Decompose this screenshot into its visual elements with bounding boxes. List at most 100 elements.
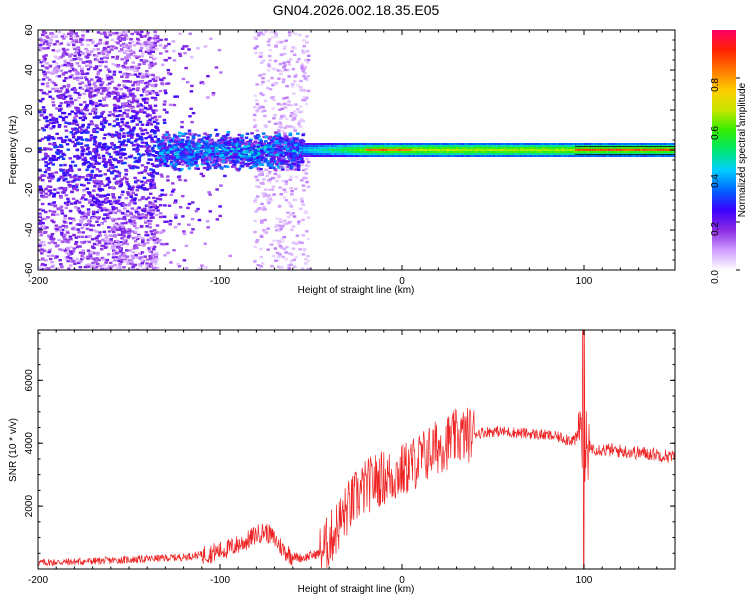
heatmap-band-cell bbox=[307, 153, 310, 155]
heatmap-cell bbox=[121, 148, 125, 151]
heatmap-cell bbox=[52, 142, 56, 146]
heatmap-cell bbox=[177, 168, 181, 171]
heatmap-cell bbox=[136, 184, 141, 188]
heatmap-cell bbox=[63, 125, 68, 128]
heatmap-cell bbox=[100, 203, 104, 206]
heatmap-cell bbox=[302, 176, 306, 180]
heatmap-cell bbox=[58, 225, 62, 229]
heatmap-cell bbox=[221, 156, 226, 160]
heatmap-band-cell bbox=[321, 149, 324, 151]
heatmap-cell bbox=[146, 172, 151, 175]
heatmap-band-cell bbox=[361, 153, 364, 155]
heatmap-cell bbox=[125, 180, 129, 184]
heatmap-band-cell bbox=[405, 151, 408, 153]
heatmap-cell bbox=[75, 183, 79, 186]
heatmap-cell bbox=[284, 160, 288, 163]
heatmap-cell bbox=[300, 241, 304, 245]
heatmap-cell bbox=[215, 188, 219, 191]
heatmap-cell bbox=[143, 255, 147, 258]
heatmap-cell bbox=[205, 162, 210, 166]
heatmap-cell bbox=[186, 146, 191, 150]
heatmap-band-cell bbox=[376, 155, 379, 157]
heatmap-band-cell bbox=[334, 145, 337, 147]
heatmap-cell bbox=[72, 175, 77, 178]
heatmap-band-cell bbox=[420, 155, 423, 157]
heatmap-cell bbox=[59, 150, 63, 153]
heatmap-cell bbox=[196, 207, 200, 211]
heatmap-cell bbox=[86, 257, 90, 260]
heatmap-band-cell bbox=[338, 145, 341, 147]
heatmap-cell bbox=[142, 97, 147, 101]
heatmap-cell bbox=[306, 75, 311, 78]
heatmap-cell bbox=[173, 225, 178, 229]
heatmap-band-cell bbox=[400, 147, 403, 149]
heatmap-band-cell bbox=[427, 147, 430, 149]
heatmap-cell bbox=[138, 33, 143, 36]
heatmap-cell bbox=[88, 112, 93, 116]
heatmap-cell bbox=[46, 43, 50, 46]
heatmap-cell bbox=[254, 51, 258, 55]
heatmap-cell bbox=[242, 147, 247, 150]
heatmap-cell bbox=[63, 63, 67, 67]
heatmap-cell bbox=[300, 160, 304, 164]
heatmap-cell bbox=[66, 32, 71, 36]
heatmap-cell bbox=[144, 73, 149, 76]
heatmap-cell bbox=[118, 95, 123, 98]
heatmap-cell bbox=[206, 74, 210, 78]
heatmap-cell bbox=[61, 54, 65, 58]
heatmap-band-cell bbox=[351, 145, 354, 147]
heatmap-cell bbox=[126, 54, 130, 58]
heatmap-cell bbox=[135, 100, 140, 103]
heatmap-cell bbox=[304, 164, 309, 167]
heatmap-cell bbox=[250, 162, 254, 165]
heatmap-cell bbox=[266, 142, 271, 145]
heatmap-cell bbox=[73, 88, 78, 92]
heatmap-cell bbox=[140, 138, 144, 141]
heatmap-cell bbox=[274, 153, 278, 156]
heatmap-cell bbox=[260, 173, 264, 176]
heatmap-cell bbox=[224, 134, 228, 138]
heatmap-cell bbox=[52, 201, 56, 204]
heatmap-cell bbox=[303, 257, 308, 261]
heatmap-cell bbox=[102, 48, 106, 52]
heatmap-cell bbox=[162, 76, 166, 80]
heatmap-cell bbox=[105, 183, 110, 186]
heatmap-cell bbox=[301, 140, 306, 143]
heatmap-cell bbox=[136, 166, 140, 169]
heatmap-cell bbox=[190, 201, 195, 204]
heatmap-cell bbox=[91, 129, 96, 132]
heatmap-band-cell bbox=[327, 147, 330, 149]
heatmap-cell bbox=[186, 136, 190, 139]
heatmap-band-cell bbox=[314, 153, 317, 155]
heatmap-cell bbox=[254, 99, 259, 102]
heatmap-cell bbox=[106, 200, 111, 203]
heatmap-cell bbox=[106, 83, 110, 86]
heatmap-cell bbox=[291, 92, 296, 95]
heatmap-cell bbox=[153, 62, 157, 65]
heatmap-cell bbox=[126, 138, 131, 141]
heatmap-cell bbox=[287, 63, 292, 66]
heatmap-cell bbox=[108, 261, 113, 265]
heatmap-cell bbox=[49, 237, 53, 241]
heatmap-cell bbox=[116, 42, 120, 45]
heatmap-cell bbox=[49, 174, 53, 177]
heatmap-cell bbox=[122, 38, 127, 41]
heatmap-cell bbox=[239, 142, 243, 146]
heatmap-cell bbox=[292, 116, 297, 120]
heatmap-cell bbox=[95, 144, 99, 148]
heatmap-cell bbox=[140, 141, 145, 144]
heatmap-cell bbox=[237, 167, 242, 171]
heatmap-cell bbox=[255, 137, 259, 140]
heatmap-band-cell bbox=[422, 145, 425, 147]
heatmap-cell bbox=[105, 93, 110, 96]
heatmap-cell bbox=[95, 239, 100, 243]
heatmap-cell bbox=[124, 173, 128, 176]
heatmap-cell bbox=[46, 138, 51, 142]
heatmap-cell bbox=[262, 228, 266, 232]
heatmap-cell bbox=[112, 70, 117, 73]
heatmap-cell bbox=[92, 165, 96, 169]
heatmap-cell bbox=[152, 111, 156, 115]
heatmap-cell bbox=[58, 115, 63, 118]
heatmap-cell bbox=[147, 44, 152, 48]
heatmap-cell bbox=[274, 122, 278, 125]
